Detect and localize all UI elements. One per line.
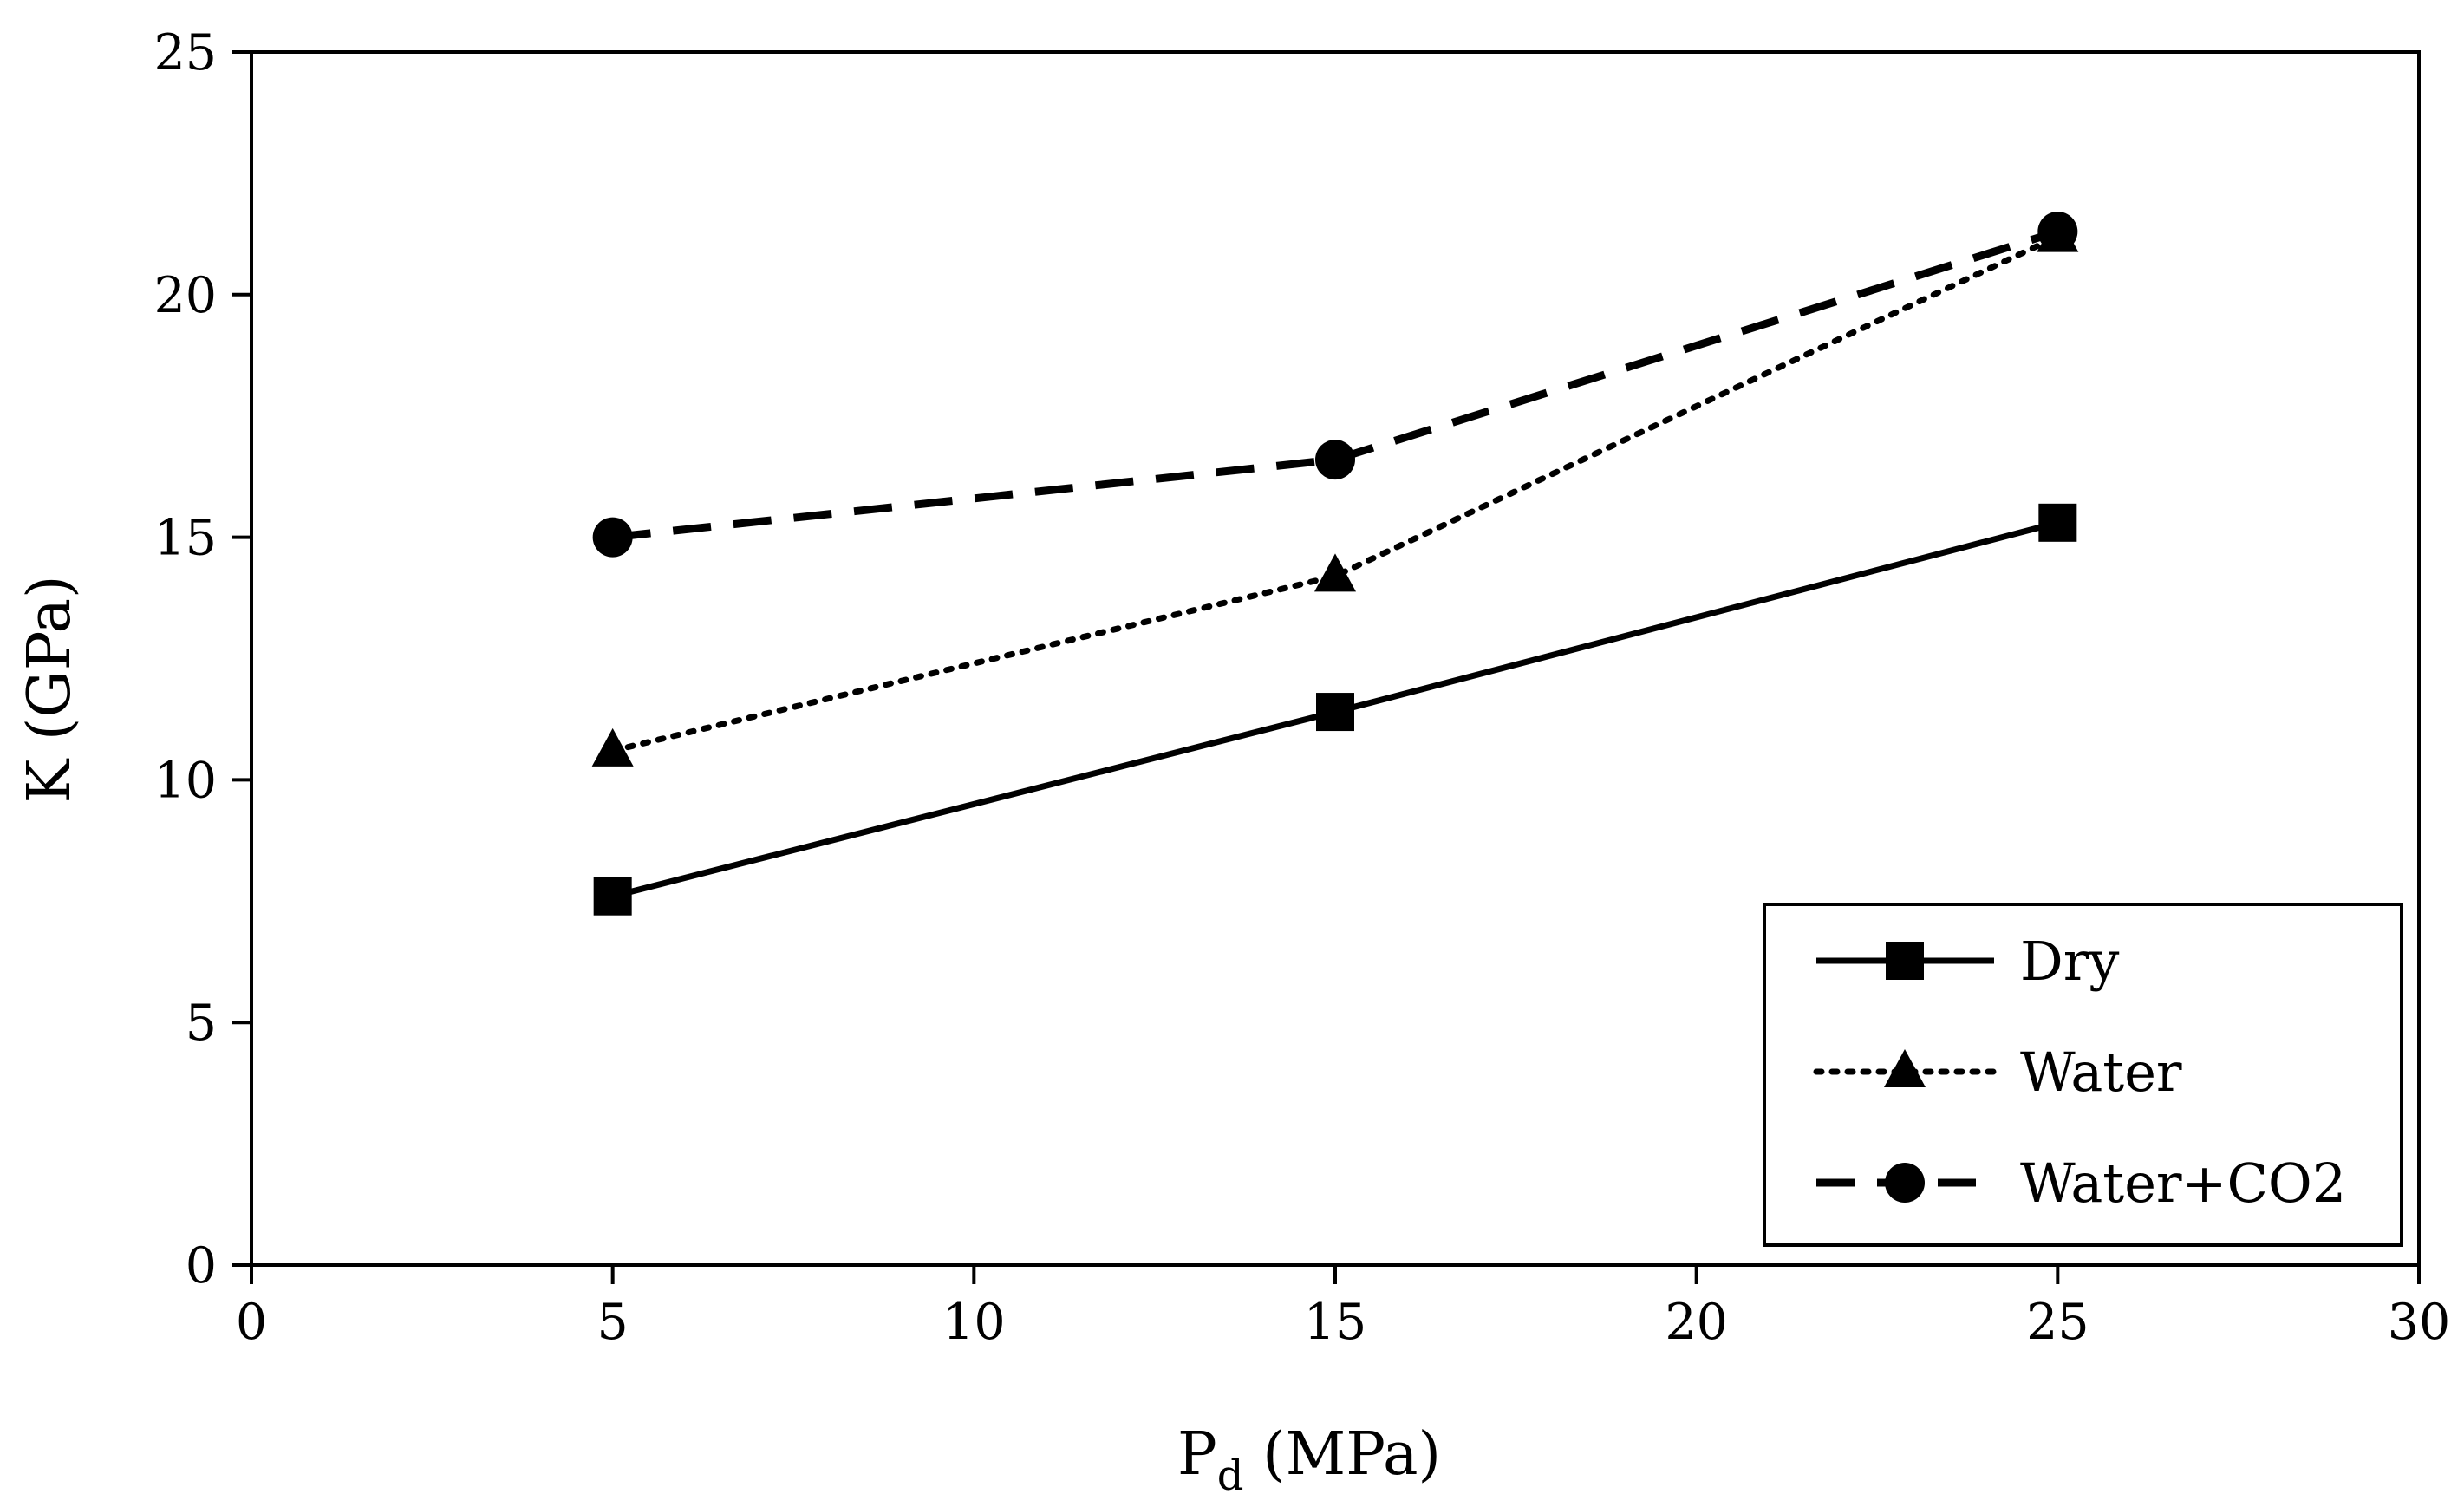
y-tick-label: 25	[153, 24, 217, 82]
x-axis-ticks: 0 5 10 15 20 25 30	[236, 1265, 2450, 1351]
legend-marker	[1884, 1049, 1926, 1087]
legend: Dry Water Water+CO2	[1763, 903, 2403, 1247]
y-tick-label: 15	[153, 510, 217, 567]
x-tick-label: 10	[942, 1294, 1006, 1351]
x-tick-label: 0	[236, 1294, 267, 1351]
data-point	[1315, 440, 1355, 480]
data-point	[2037, 212, 2078, 252]
y-axis-title: K (GPa)	[16, 575, 84, 803]
legend-label: Water	[2020, 1041, 2182, 1104]
series-water	[591, 213, 2079, 767]
data-point	[592, 517, 633, 558]
y-tick-label: 10	[153, 752, 217, 809]
series-line	[612, 227, 2059, 542]
series-water-co2	[592, 212, 2078, 558]
legend-marker	[1885, 1163, 1925, 1203]
data-point	[1314, 553, 1356, 592]
legend-label: Water+CO2	[2020, 1151, 2346, 1215]
x-axis-title: Pd (MPa)	[1177, 1420, 1441, 1500]
x-tick-label: 5	[597, 1294, 629, 1351]
series-layer	[591, 212, 2079, 916]
series-line	[609, 233, 2061, 754]
series-dry	[593, 503, 2077, 916]
x-axis-title-subscript: d	[1217, 1452, 1244, 1500]
data-point	[591, 727, 634, 767]
y-tick-label: 5	[186, 995, 217, 1052]
x-tick-label: 25	[2026, 1294, 2089, 1351]
x-axis-title-unit: (MPa)	[1243, 1420, 1441, 1489]
data-point	[2038, 503, 2077, 542]
x-tick-label: 15	[1304, 1294, 1367, 1351]
y-axis-ticks: 0 5 10 15 20 25	[153, 24, 251, 1295]
legend-marker	[1886, 942, 1924, 980]
data-point	[593, 877, 632, 916]
y-tick-label: 0	[186, 1237, 217, 1295]
legend-label: Dry	[2020, 930, 2119, 993]
x-tick-label: 30	[2388, 1294, 2451, 1351]
data-point	[1316, 693, 1354, 732]
y-tick-label: 20	[153, 267, 217, 324]
x-tick-label: 20	[1665, 1294, 1728, 1351]
